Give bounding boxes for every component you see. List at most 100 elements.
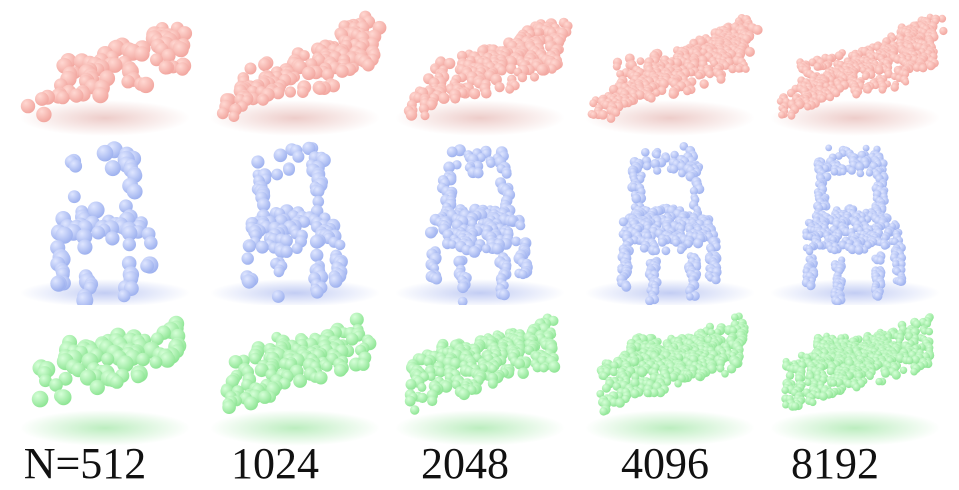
point xyxy=(405,379,417,390)
point xyxy=(420,111,430,121)
point xyxy=(639,244,649,253)
point xyxy=(487,378,498,389)
point xyxy=(104,160,121,177)
point xyxy=(149,355,163,369)
point xyxy=(458,388,470,401)
point xyxy=(89,379,105,396)
point xyxy=(806,282,815,291)
point xyxy=(255,240,269,254)
point xyxy=(469,88,481,100)
chair-render-512 xyxy=(20,141,190,305)
point xyxy=(488,364,498,374)
point xyxy=(56,91,70,105)
chair-point-cloud xyxy=(760,135,950,305)
point xyxy=(744,46,755,57)
point xyxy=(67,190,81,204)
point xyxy=(695,373,703,381)
point xyxy=(242,274,257,289)
chair-point-cloud xyxy=(200,135,390,305)
point xyxy=(600,372,609,381)
airplane-render-1024 xyxy=(210,10,387,136)
point xyxy=(314,82,327,95)
point xyxy=(299,50,310,61)
point xyxy=(679,142,689,151)
point xyxy=(476,153,486,163)
point xyxy=(140,259,155,273)
point xyxy=(813,62,822,71)
column-1024 xyxy=(200,0,390,450)
point xyxy=(158,60,173,75)
point xyxy=(610,361,619,370)
resolution-label: 2048 xyxy=(421,439,509,488)
column-4096 xyxy=(575,0,765,450)
point xyxy=(650,159,660,169)
point xyxy=(241,252,254,265)
point xyxy=(491,243,503,255)
point xyxy=(686,293,694,301)
point xyxy=(674,379,682,388)
point xyxy=(711,275,720,285)
point xyxy=(804,378,812,387)
point xyxy=(926,61,936,71)
point xyxy=(309,234,324,249)
airplane-point-cloud xyxy=(575,0,765,140)
chair-render-1024 xyxy=(210,141,380,305)
point xyxy=(418,103,429,114)
point xyxy=(313,186,325,198)
point xyxy=(879,159,888,168)
point xyxy=(630,358,639,366)
point xyxy=(431,273,443,285)
point xyxy=(244,240,256,253)
point xyxy=(830,246,839,255)
point xyxy=(839,168,847,176)
point xyxy=(693,238,704,249)
point xyxy=(117,289,131,303)
point xyxy=(826,93,835,102)
point xyxy=(49,378,63,392)
point xyxy=(50,276,65,292)
airplane-shadow xyxy=(20,100,190,136)
point xyxy=(898,260,906,268)
car-point-cloud xyxy=(10,300,200,450)
point xyxy=(76,292,94,305)
point xyxy=(861,72,870,81)
point xyxy=(486,158,496,168)
point xyxy=(827,76,835,84)
point xyxy=(122,225,138,241)
point xyxy=(891,370,901,380)
car-point-cloud xyxy=(385,300,575,450)
point xyxy=(244,62,257,75)
point xyxy=(847,244,857,255)
point xyxy=(612,62,621,71)
point xyxy=(435,367,446,378)
point xyxy=(599,407,608,416)
point xyxy=(36,106,52,123)
point xyxy=(658,238,667,247)
point xyxy=(636,57,645,65)
point xyxy=(134,46,150,62)
point xyxy=(314,371,328,385)
point xyxy=(254,363,269,378)
resolution-label: 1024 xyxy=(231,439,319,488)
point xyxy=(834,51,844,61)
point xyxy=(357,358,370,371)
car-shadow xyxy=(210,410,380,446)
car-point-cloud xyxy=(575,300,765,450)
point xyxy=(729,326,738,335)
point xyxy=(107,57,123,73)
airplane-shadow xyxy=(395,100,565,136)
point xyxy=(177,26,193,41)
resolution-label: N=512 xyxy=(23,439,147,488)
point xyxy=(446,146,458,158)
column-8192 xyxy=(760,0,950,450)
point xyxy=(517,72,528,83)
point xyxy=(161,48,176,63)
point xyxy=(875,66,884,75)
point xyxy=(426,372,436,381)
point xyxy=(150,53,163,67)
point xyxy=(425,226,437,239)
point xyxy=(533,28,543,38)
point xyxy=(20,98,36,114)
point xyxy=(778,111,786,119)
